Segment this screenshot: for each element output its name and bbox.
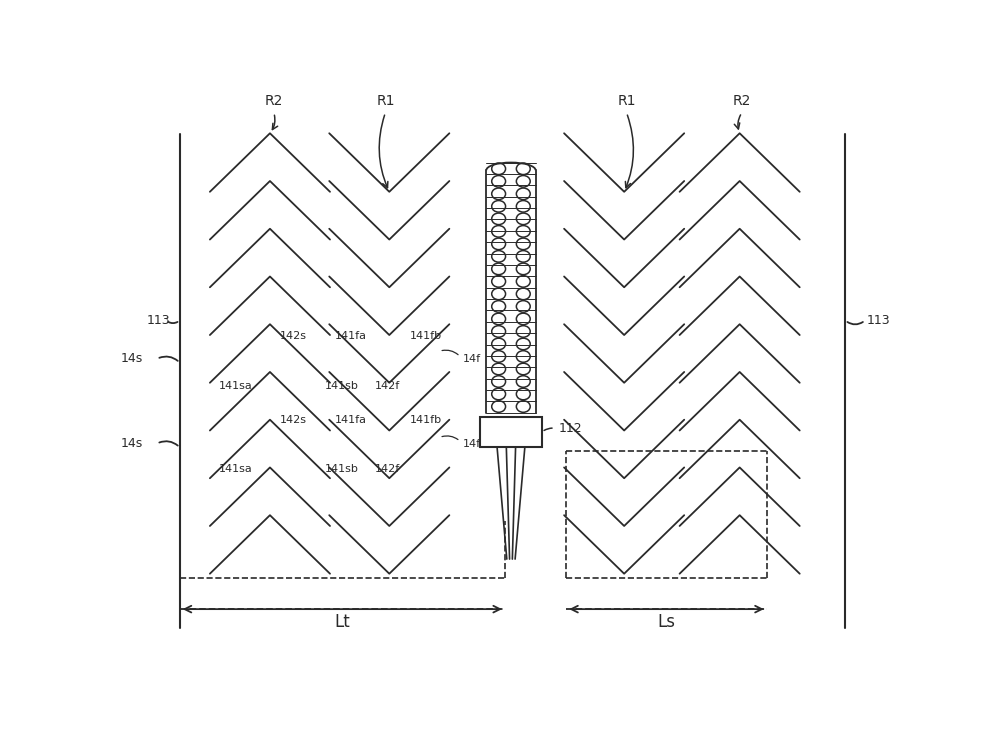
Text: 141sa: 141sa (218, 464, 252, 474)
Text: Ls: Ls (658, 613, 676, 631)
Text: R2: R2 (265, 94, 283, 108)
Text: 112: 112 (559, 422, 582, 435)
Text: 14f: 14f (462, 438, 481, 449)
Text: 142f: 142f (375, 381, 400, 391)
Text: 141fb: 141fb (410, 331, 442, 341)
Text: Lt: Lt (334, 613, 350, 631)
Text: 14s: 14s (121, 437, 143, 450)
Text: 141sb: 141sb (325, 464, 358, 474)
Text: 141fb: 141fb (410, 416, 442, 425)
Text: 141sb: 141sb (325, 381, 358, 391)
Text: 141fa: 141fa (335, 416, 367, 425)
Text: 142s: 142s (280, 331, 307, 341)
Text: R1: R1 (376, 94, 395, 108)
Text: 141sa: 141sa (218, 381, 252, 391)
Bar (480, 417, 542, 447)
Text: 14s: 14s (121, 352, 143, 365)
Text: R2: R2 (733, 94, 751, 108)
Text: 141fa: 141fa (335, 331, 367, 341)
Text: 113: 113 (867, 314, 890, 327)
Text: 142s: 142s (280, 416, 307, 425)
Text: 113: 113 (147, 314, 170, 327)
Text: 14f: 14f (462, 354, 481, 364)
Text: R1: R1 (617, 94, 636, 108)
Text: 142f: 142f (375, 464, 400, 474)
